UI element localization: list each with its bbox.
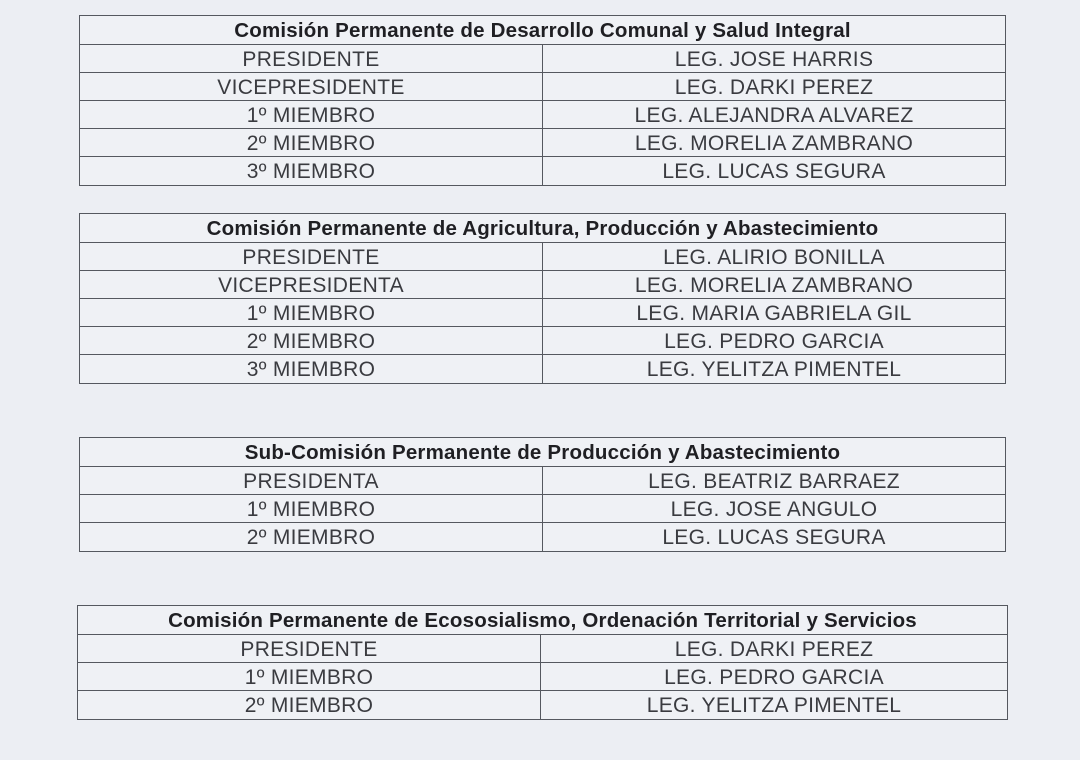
role-cell: 1º MIEMBRO xyxy=(80,299,543,326)
role-cell: 2º MIEMBRO xyxy=(78,691,541,719)
member-name-cell: LEG. JOSE ANGULO xyxy=(670,498,878,521)
member-name-cell: LEG. MORELIA ZAMBRANO xyxy=(634,274,914,297)
role-cell: 1º MIEMBRO xyxy=(78,663,541,690)
member-name-cell: LEG. BEATRIZ BARRAEZ xyxy=(648,470,900,493)
role-cell: 3º MIEMBRO xyxy=(80,157,543,185)
committee-title: Sub-Comisión Permanente de Producción y … xyxy=(80,438,1005,467)
table-row: VICEPRESIDENTE LEG. DARKI PEREZ xyxy=(80,73,1005,101)
table-row: PRESIDENTE LEG. JOSE HARRIS xyxy=(80,45,1005,73)
table-row: 2º MIEMBRO LEG. YELITZA PIMENTEL xyxy=(78,691,1007,719)
committee-table: Comisión Permanente de Ecososialismo, Or… xyxy=(77,605,1008,720)
role-cell: 3º MIEMBRO xyxy=(80,355,543,383)
role-cell: 2º MIEMBRO xyxy=(80,523,543,551)
member-name-cell: LEG. DARKI PEREZ xyxy=(674,638,874,661)
member-name-cell: LEG. YELITZA PIMENTEL xyxy=(646,358,902,381)
role-cell: PRESIDENTE xyxy=(78,635,541,662)
member-name-cell: LEG. MARIA GABRIELA GIL xyxy=(636,302,912,325)
committee-table: Comisión Permanente de Desarrollo Comuna… xyxy=(79,15,1006,186)
member-name-cell: LEG. JOSE HARRIS xyxy=(674,48,874,71)
committee-title: Comisión Permanente de Desarrollo Comuna… xyxy=(80,16,1005,45)
role-cell: VICEPRESIDENTA xyxy=(80,271,543,298)
table-row: 1º MIEMBRO LEG. ALEJANDRA ALVAREZ xyxy=(80,101,1005,129)
committee-table: Sub-Comisión Permanente de Producción y … xyxy=(79,437,1006,552)
committee-title: Comisión Permanente de Agricultura, Prod… xyxy=(80,214,1005,243)
table-row: PRESIDENTA LEG. BEATRIZ BARRAEZ xyxy=(80,467,1005,495)
table-row: 1º MIEMBRO LEG. PEDRO GARCIA xyxy=(78,663,1007,691)
member-name-cell: LEG. ALEJANDRA ALVAREZ xyxy=(634,104,914,127)
role-cell: 2º MIEMBRO xyxy=(80,327,543,354)
committee-table: Comisión Permanente de Agricultura, Prod… xyxy=(79,213,1006,384)
table-row: VICEPRESIDENTA LEG. MORELIA ZAMBRANO xyxy=(80,271,1005,299)
member-name-cell: LEG. ALIRIO BONILLA xyxy=(663,246,885,269)
role-cell: 1º MIEMBRO xyxy=(80,101,543,128)
member-name-cell: LEG. YELITZA PIMENTEL xyxy=(646,694,902,717)
table-row: 2º MIEMBRO LEG. LUCAS SEGURA xyxy=(80,523,1005,551)
table-row: 3º MIEMBRO LEG. LUCAS SEGURA xyxy=(80,157,1005,185)
role-cell: VICEPRESIDENTE xyxy=(80,73,543,100)
table-row: PRESIDENTE LEG. ALIRIO BONILLA xyxy=(80,243,1005,271)
member-name-cell: LEG. PEDRO GARCIA xyxy=(664,330,884,353)
member-name-cell: LEG. PEDRO GARCIA xyxy=(664,666,884,689)
table-row: 1º MIEMBRO LEG. MARIA GABRIELA GIL xyxy=(80,299,1005,327)
role-cell: PRESIDENTE xyxy=(80,243,543,270)
table-row: 2º MIEMBRO LEG. PEDRO GARCIA xyxy=(80,327,1005,355)
role-cell: PRESIDENTA xyxy=(80,467,543,494)
table-row: 1º MIEMBRO LEG. JOSE ANGULO xyxy=(80,495,1005,523)
member-name-cell: LEG. MORELIA ZAMBRANO xyxy=(634,132,914,155)
role-cell: PRESIDENTE xyxy=(80,45,543,72)
member-name-cell: LEG. LUCAS SEGURA xyxy=(662,160,886,183)
table-row: 2º MIEMBRO LEG. MORELIA ZAMBRANO xyxy=(80,129,1005,157)
role-cell: 2º MIEMBRO xyxy=(80,129,543,156)
committee-title: Comisión Permanente de Ecososialismo, Or… xyxy=(78,606,1007,635)
table-row: 3º MIEMBRO LEG. YELITZA PIMENTEL xyxy=(80,355,1005,383)
member-name-cell: LEG. DARKI PEREZ xyxy=(674,76,874,99)
role-cell: 1º MIEMBRO xyxy=(80,495,543,522)
member-name-cell: LEG. LUCAS SEGURA xyxy=(662,526,886,549)
table-row: PRESIDENTE LEG. DARKI PEREZ xyxy=(78,635,1007,663)
